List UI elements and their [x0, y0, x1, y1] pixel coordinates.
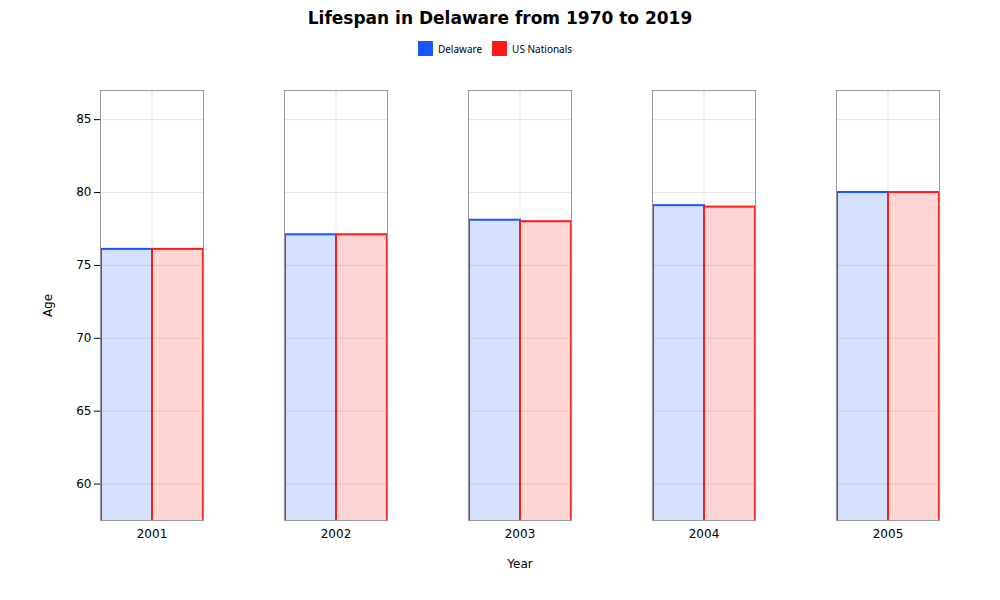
html-text:Lifespan in Delaware from 1970: Lifespan in Delaware from 1970 to 2019	[307, 8, 693, 28]
svg-text:65: 65	[76, 404, 91, 418]
svg-text:2005: 2005	[873, 527, 904, 541]
svg-text:2001: 2001	[137, 527, 168, 541]
html-text:US Nationals: US Nationals	[512, 41, 573, 56]
svg-text:80: 80	[76, 185, 91, 199]
svg-text:Age: Age	[41, 294, 55, 317]
svg-text:2003: 2003	[505, 527, 536, 541]
svg-text:Year: Year	[506, 557, 532, 571]
svg-text:75: 75	[76, 258, 91, 272]
svg-text:70: 70	[76, 331, 91, 345]
svg-text:2004: 2004	[689, 527, 720, 541]
svg-text:2002: 2002	[321, 527, 352, 541]
svg-text:60: 60	[76, 477, 91, 491]
svg-text:85: 85	[76, 112, 91, 126]
html-text:Delaware: Delaware	[437, 41, 483, 56]
